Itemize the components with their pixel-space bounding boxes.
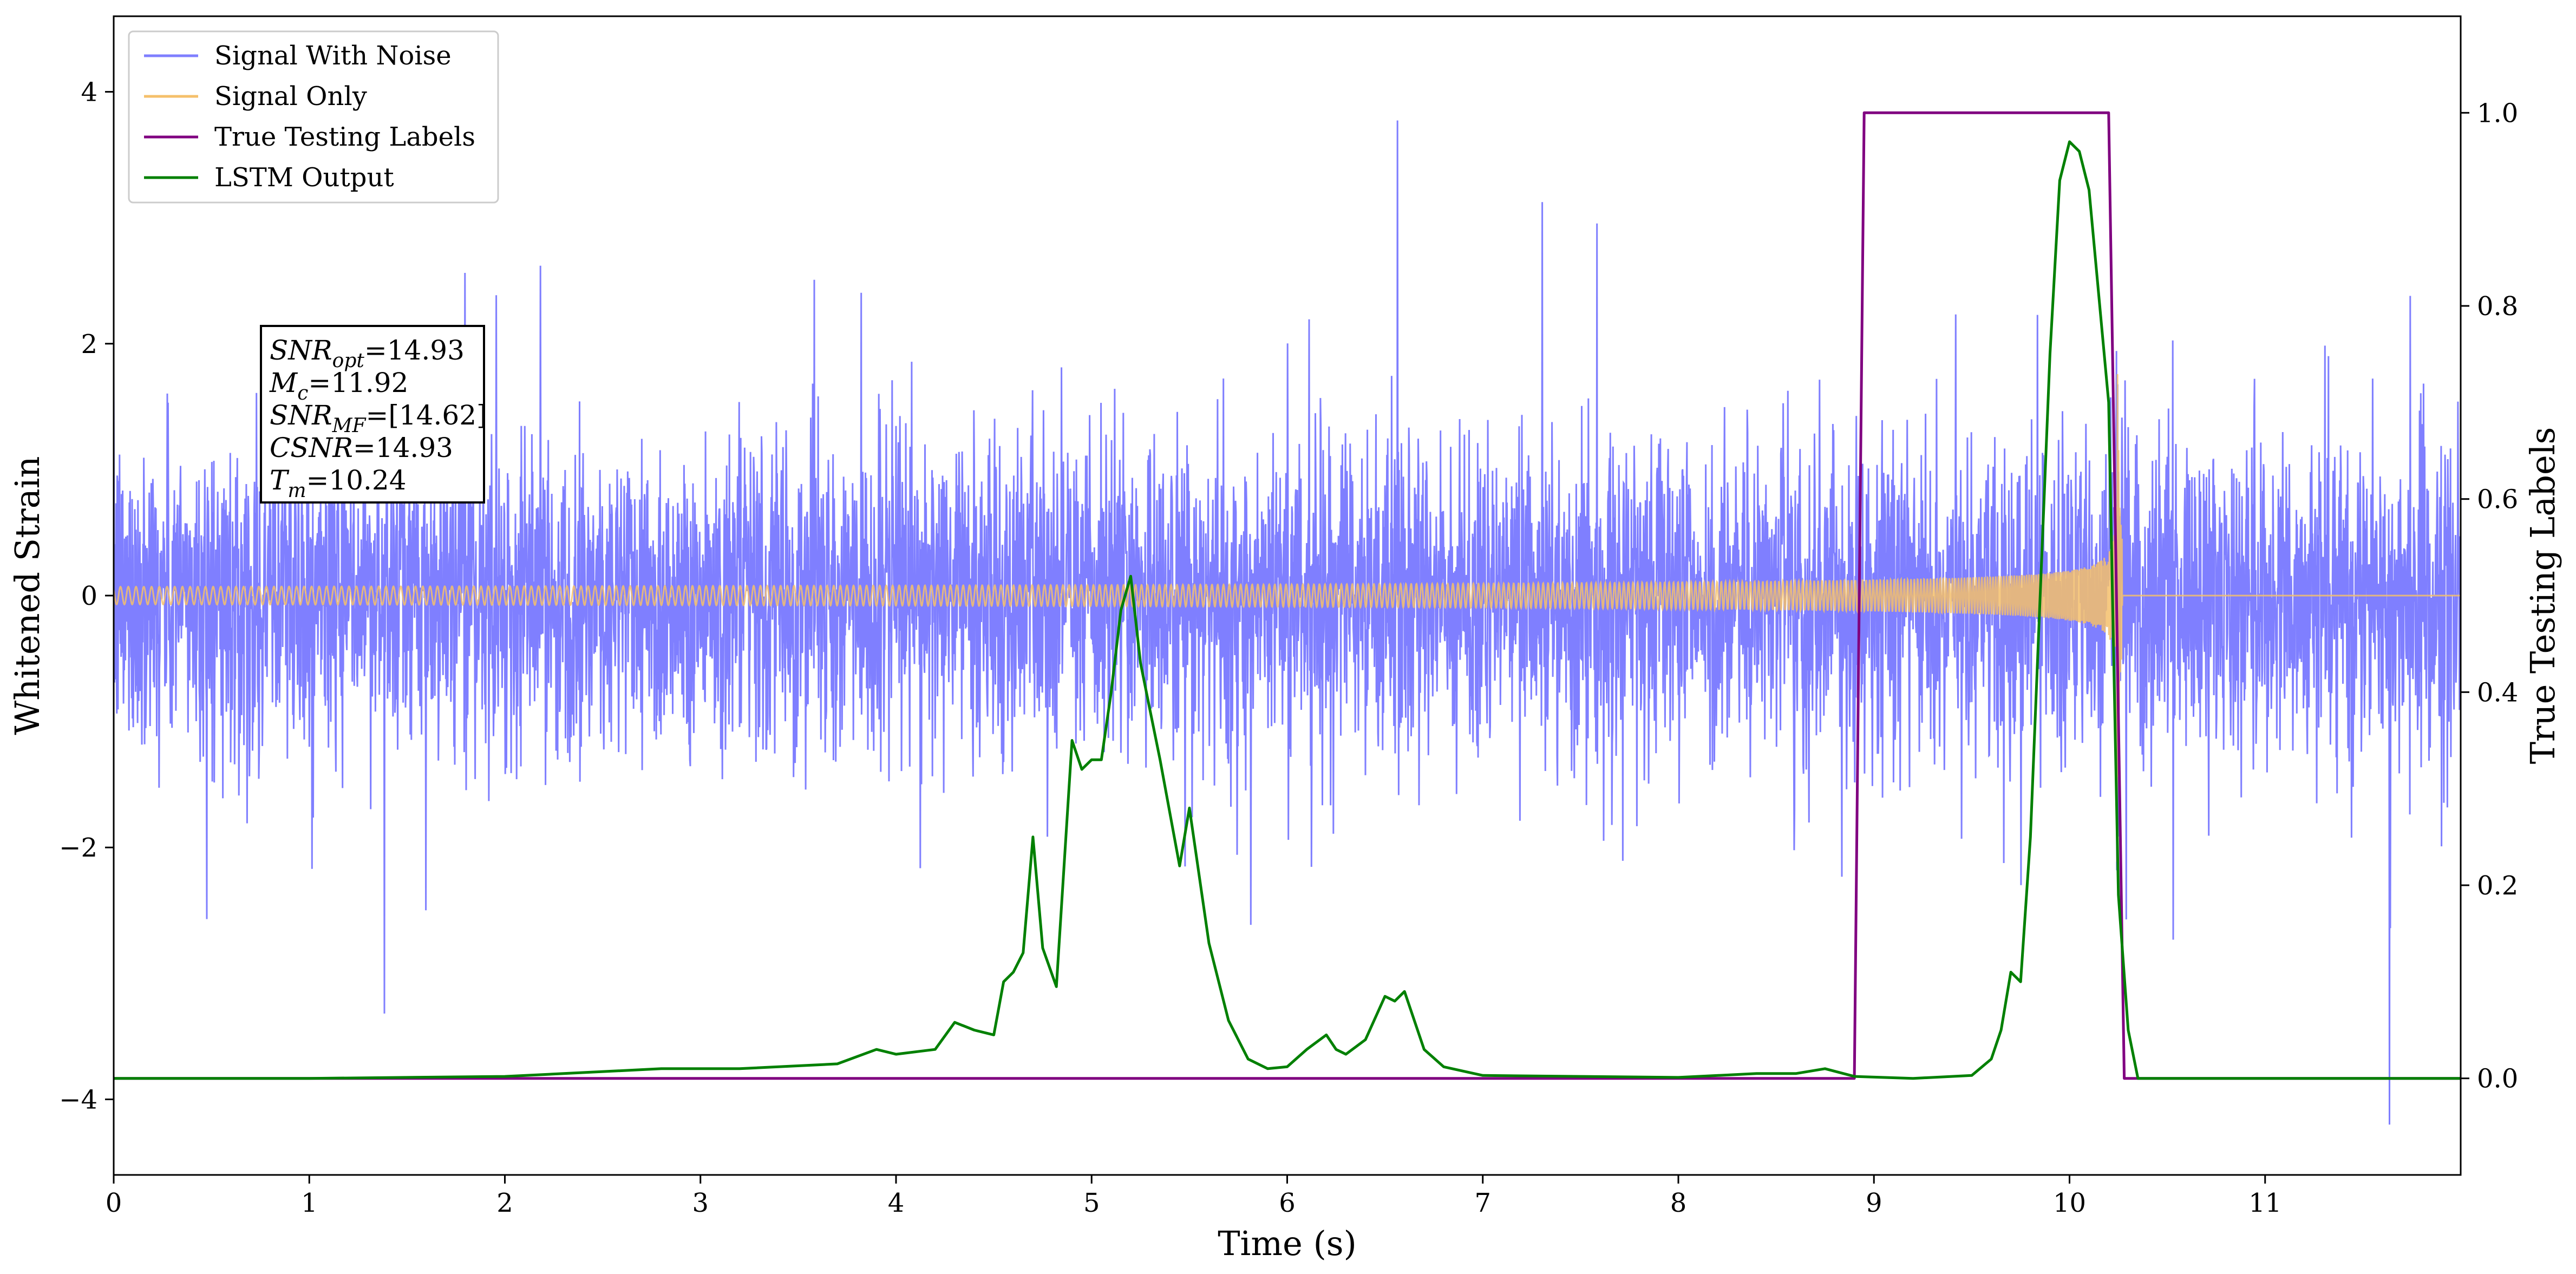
x-tick-label: 0	[106, 1188, 122, 1218]
x-tick-label: 7	[1474, 1188, 1491, 1218]
y-tick-label: 2	[81, 329, 97, 360]
x-tick-label: 3	[692, 1188, 709, 1218]
legend-label: LSTM Output	[214, 162, 394, 193]
x-tick-label: 8	[1670, 1188, 1687, 1218]
x-tick-label: 6	[1279, 1188, 1296, 1218]
y-tick-label: 0	[81, 581, 97, 611]
y2-tick-label: 0.2	[2477, 871, 2518, 901]
annotation-box	[260, 325, 485, 504]
x-tick-label: 11	[2248, 1188, 2281, 1218]
annotation-line: CSNR=14.93	[270, 432, 453, 463]
annotation-line: SNRopt=14.93	[270, 335, 465, 372]
series-lstm-output	[114, 140, 2461, 1080]
y2-tick-label: 0.4	[2477, 677, 2518, 708]
y-axis-title: Whitened Strain	[8, 456, 47, 735]
y-tick-label: 4	[81, 77, 97, 108]
y2-tick-label: 0.0	[2477, 1064, 2518, 1094]
x-axis-title: Time (s)	[1218, 1224, 1357, 1263]
x-tick-label: 10	[2053, 1188, 2086, 1218]
legend-label: True Testing Labels	[214, 122, 475, 152]
x-tick-label: 1	[301, 1188, 318, 1218]
y-tick-label: −2	[59, 833, 97, 863]
y2-tick-label: 0.6	[2477, 485, 2518, 515]
legend-label: Signal Only	[214, 81, 367, 112]
x-tick-label: 5	[1083, 1188, 1100, 1218]
series-signal-only	[114, 374, 2461, 862]
y-tick-label: −4	[59, 1084, 97, 1115]
annotation-line: Tm=10.24	[270, 465, 407, 502]
y2-axis-title: True Testing Labels	[2523, 427, 2562, 765]
annotation-line: SNRMF=[14.62]	[270, 400, 487, 437]
y2-tick-label: 0.8	[2477, 291, 2518, 322]
annotation-line: Mc=11.92	[269, 367, 408, 404]
legend-label: Signal With Noise	[214, 41, 452, 71]
x-tick-label: 2	[496, 1188, 513, 1218]
y2-tick-label: 1.0	[2477, 98, 2518, 128]
x-tick-label: 4	[888, 1188, 905, 1218]
x-tick-label: 9	[1866, 1188, 1882, 1218]
legend	[128, 30, 499, 204]
